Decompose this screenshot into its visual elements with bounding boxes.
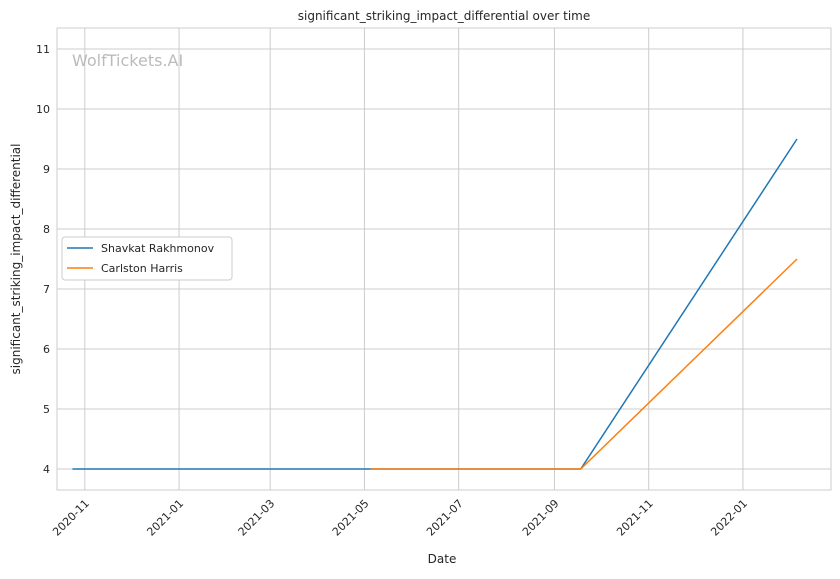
x-tick-label: 2021-03 — [236, 497, 278, 539]
legend-label: Shavkat Rakhmonov — [101, 242, 215, 255]
legend-box — [61, 236, 233, 281]
y-tick-label: 11 — [36, 43, 50, 56]
x-tick-label: 2021-01 — [144, 497, 186, 539]
y-tick-label: 4 — [43, 463, 50, 476]
series-line-1 — [370, 258, 798, 470]
x-tick-label: 2021-11 — [614, 497, 656, 539]
y-tick-label: 9 — [43, 163, 50, 176]
y-tick-label: 5 — [43, 403, 50, 416]
watermark: WolfTickets.AI — [72, 51, 183, 70]
y-tick-label: 6 — [43, 343, 50, 356]
y-tick-label: 8 — [43, 223, 50, 236]
plot-frame — [56, 27, 832, 491]
x-tick-label: 2021-07 — [424, 497, 466, 539]
series-line-0 — [72, 138, 798, 470]
x-tick-label: 2020-11 — [50, 497, 92, 539]
chart-title: significant_striking_impact_differential… — [298, 9, 590, 23]
legend: Shavkat Rakhmonov Carlston Harris — [61, 236, 233, 281]
x-axis-label: Date — [428, 552, 457, 566]
x-tick-label: 2021-05 — [330, 497, 372, 539]
y-tick-label: 7 — [43, 283, 50, 296]
y-axis-label: significant_striking_impact_differential — [9, 144, 23, 375]
legend-label: Carlston Harris — [101, 262, 183, 275]
x-tick-label: 2021-09 — [520, 497, 562, 539]
x-tick-label: 2022-01 — [708, 497, 750, 539]
y-tick-label: 10 — [36, 103, 50, 116]
